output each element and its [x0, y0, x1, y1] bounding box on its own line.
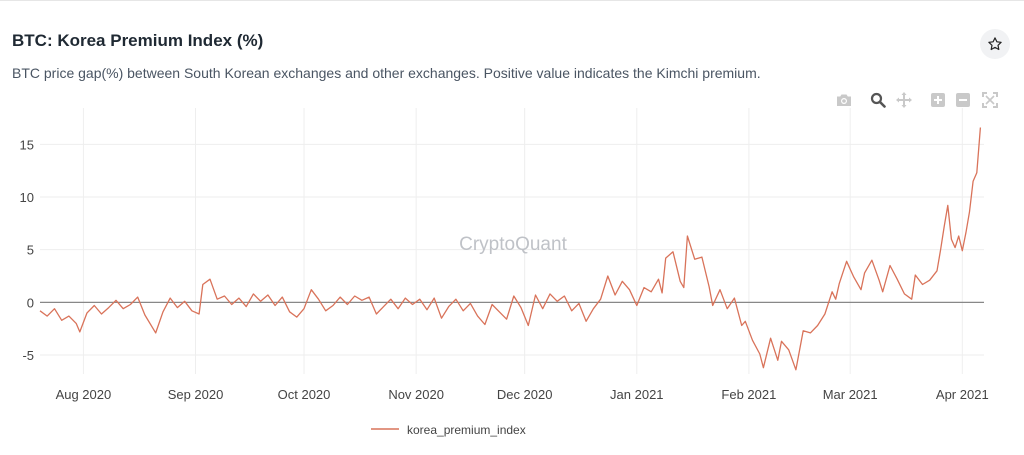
top-divider	[0, 0, 1024, 1]
legend: korea_premium_index	[371, 423, 526, 437]
autoscale-icon	[982, 92, 998, 108]
y-tick-label: 0	[27, 295, 34, 310]
page-subtitle: BTC price gap(%) between South Korean ex…	[12, 65, 761, 81]
x-tick-label: Mar 2021	[823, 387, 878, 402]
x-tick-labels: Aug 2020 Sep 2020 Oct 2020 Nov 2020 Dec 2020…	[56, 387, 989, 402]
x-tick-label: Sep 2020	[168, 387, 224, 402]
zoom-out-button[interactable]	[953, 90, 973, 110]
favorite-button[interactable]	[980, 29, 1010, 59]
camera-icon	[837, 94, 851, 106]
zoom-out-icon	[956, 93, 970, 107]
y-gridlines	[40, 143, 984, 356]
y-tick-label: -5	[22, 348, 34, 363]
x-tick-label: Aug 2020	[56, 387, 112, 402]
x-tick-label: Jan 2021	[610, 387, 664, 402]
x-tick-label: Apr 2021	[936, 387, 989, 402]
x-gridlines	[82, 108, 963, 374]
x-tick-label: Nov 2020	[388, 387, 444, 402]
series-line-korea-premium-index	[39, 127, 982, 371]
star-icon	[988, 37, 1002, 51]
y-tick-label: 10	[20, 190, 34, 205]
x-tick-label: Feb 2021	[721, 387, 776, 402]
y-tick-label: 15	[20, 137, 34, 152]
x-tick-label: Oct 2020	[278, 387, 331, 402]
y-tick-labels: -5 0 5 10 15	[20, 137, 34, 363]
zoom-icon	[870, 92, 886, 108]
legend-label: korea_premium_index	[407, 423, 526, 437]
pan-button[interactable]	[894, 90, 914, 110]
zoom-in-icon	[931, 93, 945, 107]
download-plot-button[interactable]	[834, 90, 854, 110]
autoscale-button[interactable]	[980, 90, 1000, 110]
pan-icon	[896, 92, 912, 108]
zoom-in-button[interactable]	[928, 90, 948, 110]
y-tick-label: 5	[27, 243, 34, 258]
page-title: BTC: Korea Premium Index (%)	[12, 31, 264, 50]
watermark: CryptoQuant	[459, 234, 567, 255]
x-tick-label: Dec 2020	[497, 387, 553, 402]
zoom-button[interactable]	[868, 90, 888, 110]
